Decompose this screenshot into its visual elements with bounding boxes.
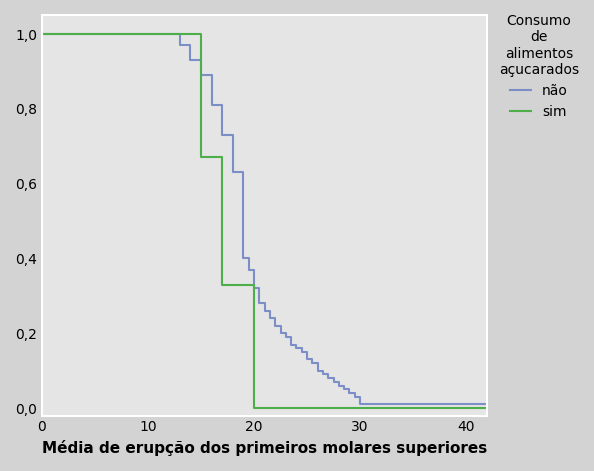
- não: [282, 331, 289, 336]
- não: [484, 402, 491, 407]
- não: [320, 368, 327, 374]
- não: [356, 402, 364, 407]
- não: [256, 285, 263, 291]
- Line: sim: sim: [42, 34, 487, 408]
- sim: [251, 282, 258, 287]
- não: [251, 267, 258, 273]
- não: [484, 402, 491, 407]
- sim: [219, 282, 226, 287]
- Legend: não, sim: não, sim: [499, 14, 579, 119]
- não: [38, 31, 45, 37]
- X-axis label: Média de erupção dos primeiros molares superiores: Média de erupção dos primeiros molares s…: [42, 440, 487, 456]
- sim: [197, 154, 204, 160]
- sim: [251, 405, 258, 411]
- não: [287, 334, 295, 340]
- sim: [484, 405, 491, 411]
- sim: [219, 154, 226, 160]
- Line: não: não: [42, 34, 487, 405]
- sim: [38, 31, 45, 37]
- sim: [197, 31, 204, 37]
- sim: [484, 405, 491, 411]
